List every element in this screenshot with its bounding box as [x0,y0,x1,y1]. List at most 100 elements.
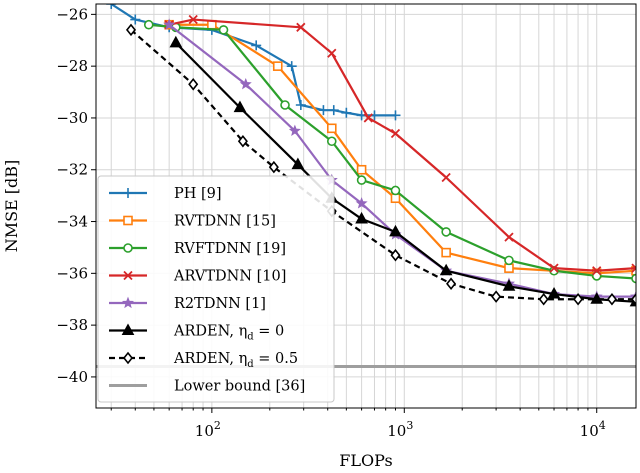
data-point [272,61,283,71]
legend-label: ARVTDNN [10] [173,269,286,285]
legend-label: PH [9] [174,186,222,202]
data-point [573,292,584,306]
y-axis-label: NMSE [dB] [2,160,21,253]
legend-label: RVFTDNN [19] [174,241,286,257]
data-point [547,287,561,299]
x-tick-label: 103 [387,419,413,440]
data-point [251,40,262,51]
data-point [441,227,451,237]
data-point [356,164,367,175]
legend-entry: ARVTDNN [10] [109,269,286,285]
data-point [327,48,337,58]
data-point [439,263,453,276]
data-point [504,232,514,242]
data-point [280,100,290,110]
legend-entry: R2TDNN [1] [109,296,266,312]
y-tick-label: −38 [56,316,88,334]
legend-label: ARDEN, ηd = 0.5 [173,351,298,370]
series-arvtdnn-10 [164,14,636,276]
data-point [631,273,636,284]
data-point [363,113,373,123]
legend-entry: PH [9] [109,186,222,202]
data-point [630,292,636,306]
data-point [291,157,305,170]
series-ph-9 [106,4,401,121]
x-tick-label: 104 [580,419,606,440]
series-arden-d-0-5 [125,23,636,306]
x-tick-label: 102 [195,419,221,440]
legend-entry: RVTDNN [15] [109,214,276,230]
data-point [288,124,301,137]
series-line [148,23,636,280]
plot-frame [95,3,637,409]
legend-marker [121,296,135,309]
legend-entry: RVFTDNN [19] [109,241,286,257]
data-point [355,197,368,209]
data-point [233,100,247,113]
data-point [390,185,401,196]
data-point [441,247,451,258]
data-point [125,23,137,37]
legend-marker [123,188,133,198]
y-tick-label: −30 [56,109,88,127]
data-point [502,279,516,291]
series-layer [96,4,636,369]
data-point [318,105,329,116]
data-point [341,107,352,118]
series-rvftdnn-19 [143,19,636,284]
data-point [606,292,617,306]
data-point [188,14,198,25]
x-axis-label: FLOPs [339,451,392,470]
data-point [390,193,401,204]
data-point [328,105,339,116]
data-point [268,160,279,174]
y-tick-label: −34 [56,213,88,231]
data-point [549,263,559,273]
legend-marker [123,215,133,226]
legend-box [97,175,335,403]
data-point [355,211,368,224]
legend-marker [122,351,134,365]
data-point [237,134,248,148]
y-tick-label: −36 [56,264,88,282]
data-point [296,22,306,32]
data-point [239,77,252,90]
legend-marker [121,323,135,335]
series-arden-d-0 [169,35,636,307]
data-point [188,78,199,91]
legend-label: Lower bound [36] [174,379,305,395]
ticks [91,13,598,413]
data-point [390,128,401,139]
data-point [143,19,154,30]
data-point [441,172,451,183]
data-point [218,25,229,35]
data-point [295,100,306,110]
series-line [130,29,636,301]
data-point [592,266,602,276]
legend-label: ARDEN, ηd = 0 [173,324,284,343]
legend-marker [123,270,133,281]
legend-entry: ARDEN, ηd = 0.5 [109,351,298,370]
data-point [491,290,502,303]
data-point [390,248,401,262]
data-point [390,110,401,121]
data-point [169,35,183,48]
y-tick-label: −40 [56,368,88,386]
legend-label: RVTDNN [15] [174,214,276,230]
data-point [130,14,141,25]
data-point [446,277,457,290]
data-point [326,136,337,147]
legend-label: R2TDNN [1] [174,296,266,312]
data-point [504,255,514,266]
data-point [106,4,117,9]
legend-entry: ARDEN, ηd = 0 [109,323,284,343]
legend-marker [123,243,133,253]
data-point [356,175,367,185]
y-tick-label: −26 [56,5,88,23]
data-point [286,61,297,72]
data-point [538,292,549,306]
data-point [389,224,402,237]
data-point [631,263,636,273]
data-point [163,18,176,30]
